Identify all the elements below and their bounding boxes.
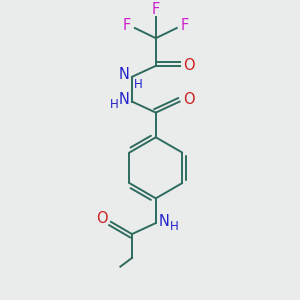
Text: N: N: [119, 67, 130, 82]
Text: H: H: [134, 78, 143, 91]
Text: H: H: [170, 220, 179, 233]
Text: H: H: [110, 98, 118, 111]
Text: F: F: [123, 18, 131, 33]
Text: F: F: [152, 2, 160, 16]
Text: O: O: [183, 92, 195, 107]
Text: N: N: [119, 92, 130, 107]
Text: O: O: [97, 212, 108, 226]
Text: O: O: [183, 58, 195, 73]
Text: F: F: [181, 18, 189, 33]
Text: N: N: [158, 214, 169, 229]
